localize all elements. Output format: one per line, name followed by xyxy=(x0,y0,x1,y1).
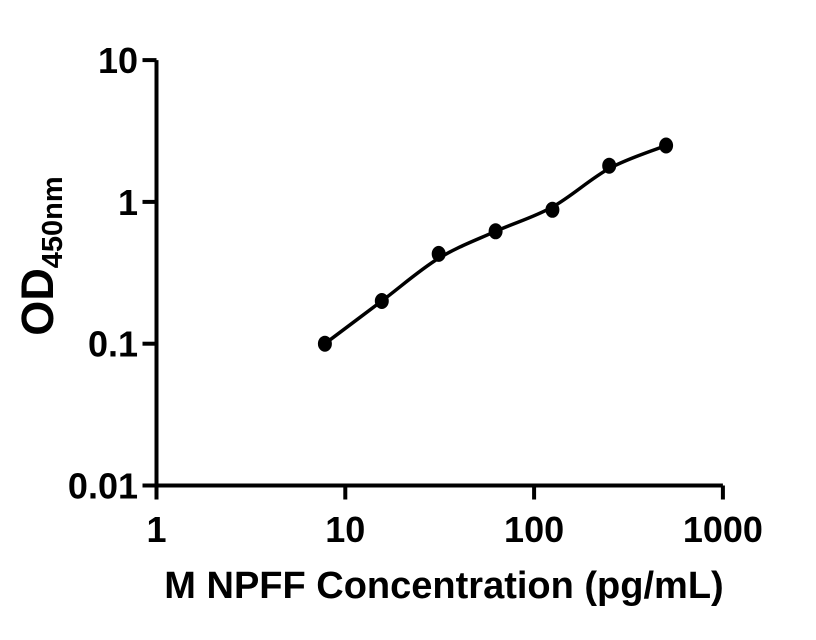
y-axis-title: OD450nm xyxy=(12,176,69,335)
fit-curve-group xyxy=(323,143,667,346)
fit-curve-line xyxy=(323,143,667,346)
x-axis-title: M NPFF Concentration (pg/mL) xyxy=(164,565,723,607)
data-point-marker xyxy=(317,335,332,352)
x-tick-label: 10 xyxy=(325,509,365,550)
x-tick-label: 100 xyxy=(504,509,564,550)
y-axis-title-subscript: 450nm xyxy=(37,176,69,268)
y-axis-title-main: OD xyxy=(12,268,63,336)
y-tick-label: 0.1 xyxy=(88,324,138,365)
ticks-group xyxy=(142,58,725,500)
y-tick-label: 1 xyxy=(118,182,138,223)
data-point-marker xyxy=(545,201,560,218)
data-point-marker xyxy=(374,293,389,309)
y-tick-label: 0.01 xyxy=(68,466,138,507)
x-tick-label: 1000 xyxy=(683,509,763,550)
data-point-marker xyxy=(488,223,503,240)
axis-lines xyxy=(154,60,723,488)
tick-labels-group: 1 10 100 1000 10 1 0.1 0.01 xyxy=(68,40,763,550)
data-point-marker xyxy=(602,157,617,174)
y-tick-label: 10 xyxy=(98,40,138,81)
data-points-group xyxy=(317,137,674,352)
data-point-marker xyxy=(431,245,446,262)
axes-group xyxy=(154,60,723,488)
data-point-marker xyxy=(659,137,674,154)
x-tick-label: 1 xyxy=(146,509,166,550)
